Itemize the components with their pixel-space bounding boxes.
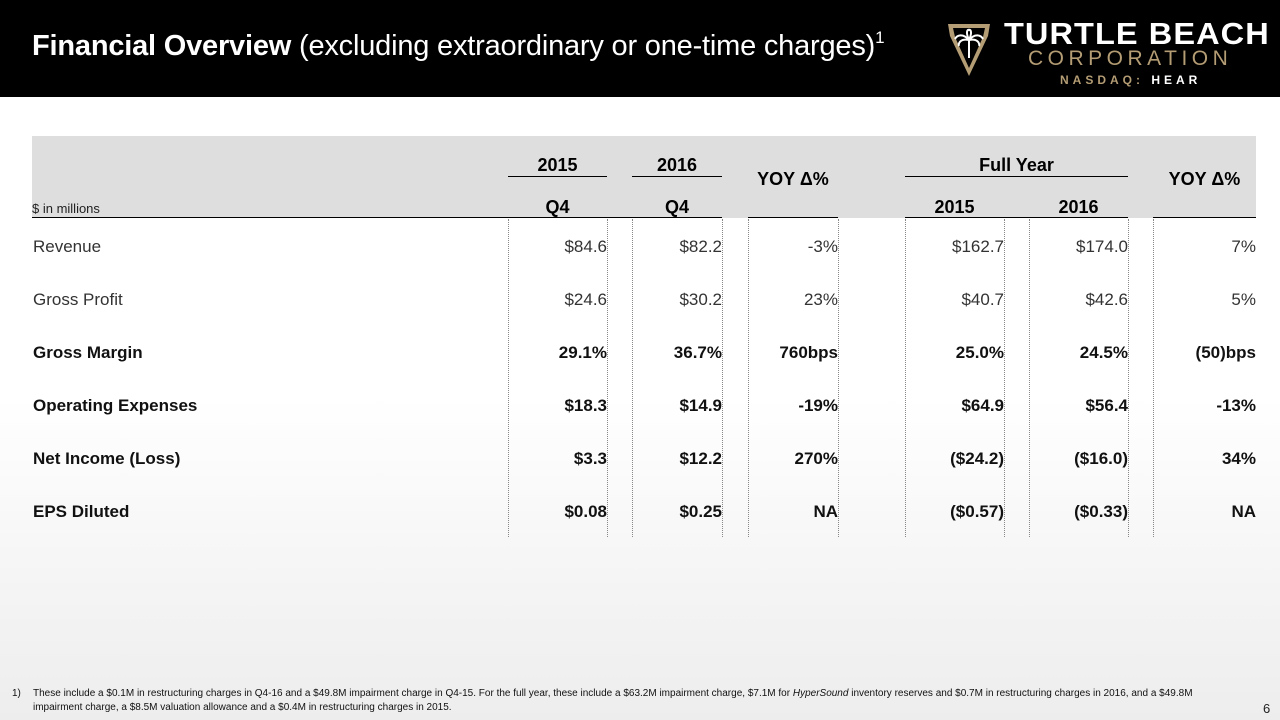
header-yoy-quarter: YOY Δ% [757, 169, 829, 189]
table-row-gross-profit: Gross Profit $24.6 $30.2 23% $40.7 $42.6… [0, 290, 1280, 320]
row-label: EPS Diluted [33, 502, 130, 521]
column-separator [748, 219, 749, 537]
header-q4-2016-period: Q4 [664, 197, 689, 217]
logo-wordmark: TURTLE BEACH [1004, 16, 1270, 51]
cell-fy-2015: $40.7 [961, 290, 1004, 309]
column-separator [508, 219, 509, 537]
table-row-net-income: Net Income (Loss) $3.3 $12.2 270% ($24.2… [0, 449, 1280, 479]
header-q4-2015-period: Q4 [545, 197, 570, 217]
footnote-text: These include a $0.1M in restructuring c… [33, 687, 1233, 715]
cell-q4-2016: $82.2 [679, 237, 722, 256]
row-label: Revenue [33, 237, 102, 256]
cell-q4-2016: $0.25 [679, 502, 722, 521]
cell-fy-2016: ($0.33) [1074, 502, 1128, 521]
column-separator [1153, 219, 1154, 537]
cell-fy-2015: ($24.2) [950, 449, 1004, 468]
cell-yoy-quarter: 760bps [779, 343, 838, 362]
logo-corporation: CORPORATION [1028, 47, 1233, 70]
palm-tree-shield-icon [948, 24, 990, 76]
cell-q4-2015: 29.1% [558, 343, 607, 362]
cell-fy-2016: $42.6 [1085, 290, 1128, 309]
column-separator [607, 219, 608, 537]
cell-fy-2015: 25.0% [955, 343, 1004, 362]
header-q4-2016-year: 2016 [656, 155, 698, 175]
cell-yoy-full-year: NA [1231, 502, 1256, 521]
cell-q4-2015: $3.3 [573, 449, 607, 468]
column-separator [1029, 219, 1030, 537]
column-separator [1128, 219, 1129, 537]
cell-q4-2016: $30.2 [679, 290, 722, 309]
footnote-number: 1) [12, 688, 21, 699]
row-label: Operating Expenses [33, 396, 198, 415]
table-header-band [32, 136, 1256, 218]
cell-fy-2015: $162.7 [952, 237, 1004, 256]
row-label: Gross Margin [33, 343, 143, 362]
logo-ticker: NASDAQ: HEAR [1060, 73, 1201, 87]
cell-q4-2016: $14.9 [679, 396, 722, 415]
units-label: $ in millions [32, 201, 100, 216]
footnote-text-part-1: These include a $0.1M in restructuring c… [33, 688, 793, 699]
row-label: Gross Profit [33, 290, 123, 309]
header-fy-2016: 2016 [1058, 197, 1099, 217]
cell-yoy-full-year: (50)bps [1195, 343, 1256, 362]
cell-fy-2016: 24.5% [1079, 343, 1128, 362]
column-separator [838, 219, 839, 537]
cell-fy-2016: ($16.0) [1074, 449, 1128, 468]
column-separator [722, 219, 723, 537]
cell-fy-2015: $64.9 [961, 396, 1004, 415]
cell-yoy-quarter: 23% [803, 290, 838, 309]
cell-fy-2016: $174.0 [1076, 237, 1128, 256]
header-q4-2016-year-rule [632, 176, 722, 177]
header-q4-rule [484, 217, 722, 218]
cell-yoy-full-year: 7% [1231, 237, 1256, 256]
title-subtitle: (excluding extraordinary or one-time cha… [299, 30, 876, 62]
header-full-year-rule [905, 176, 1128, 177]
header-q4-2015-year: 2015 [537, 155, 578, 175]
cell-q4-2015: $18.3 [564, 396, 607, 415]
footnote-product-name: HyperSound [792, 688, 849, 699]
header-fy-2015: 2015 [934, 197, 975, 217]
cell-yoy-quarter: 270% [794, 449, 838, 468]
table-row-eps-diluted: EPS Diluted $0.08 $0.25 NA ($0.57) ($0.3… [0, 502, 1280, 532]
cell-fy-2016: $56.4 [1085, 396, 1128, 415]
company-logo: TURTLE BEACH CORPORATION NASDAQ: HEAR [944, 14, 1274, 90]
header-yoy-full-year-rule [1153, 217, 1256, 218]
cell-q4-2016: $12.2 [679, 449, 722, 468]
cell-q4-2015: $24.6 [564, 290, 607, 309]
cell-q4-2015: $84.6 [564, 237, 607, 256]
column-separator [632, 219, 633, 537]
header-yoy-full-year: YOY Δ% [1168, 169, 1241, 189]
cell-yoy-full-year: 5% [1231, 290, 1256, 309]
table-row-gross-margin: Gross Margin 29.1% 36.7% 760bps 25.0% 24… [0, 343, 1280, 373]
cell-yoy-full-year: 34% [1221, 449, 1256, 468]
column-separator [1004, 219, 1005, 537]
header-bar: Financial Overview (excluding extraordin… [0, 0, 1280, 97]
header-full-year-bottom-rule [905, 217, 1128, 218]
header-full-year: Full Year [979, 155, 1054, 175]
title-bold: Financial Overview [32, 30, 292, 62]
units-underline [32, 217, 484, 218]
page-number: 6 [1263, 701, 1271, 716]
cell-yoy-quarter: -3% [807, 237, 838, 256]
cell-q4-2016: 36.7% [673, 343, 722, 362]
cell-fy-2015: ($0.57) [950, 502, 1004, 521]
cell-q4-2015: $0.08 [564, 502, 607, 521]
footnote-text-part-2: inventory reserves and $0.7M in restruct… [33, 688, 1193, 713]
column-separator [905, 219, 906, 537]
row-label: Net Income (Loss) [33, 449, 181, 468]
page-title: Financial Overview (excluding extraordin… [32, 28, 885, 63]
table-row-operating-expenses: Operating Expenses $18.3 $14.9 -19% $64.… [0, 396, 1280, 426]
header-q4-2015-year-rule [508, 176, 607, 177]
cell-yoy-quarter: NA [813, 502, 838, 521]
cell-yoy-quarter: -19% [798, 396, 838, 415]
header-yoy-quarter-rule [748, 217, 838, 218]
ticker-symbol: HEAR [1151, 73, 1202, 87]
ticker-label: NASDAQ: [1060, 73, 1144, 87]
cell-yoy-full-year: -13% [1216, 396, 1256, 415]
title-footnote-ref: 1 [875, 28, 885, 47]
table-row-revenue: Revenue $84.6 $82.2 -3% $162.7 $174.0 7% [0, 237, 1280, 267]
